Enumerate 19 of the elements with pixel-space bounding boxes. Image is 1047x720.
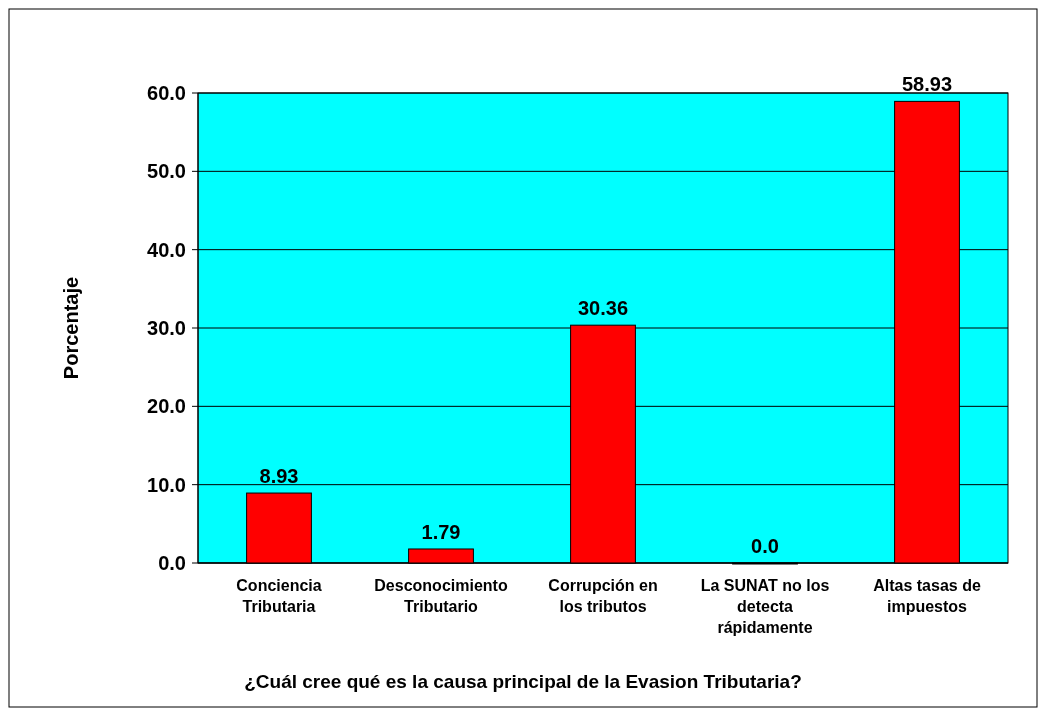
data-label: 8.93 [259,465,299,488]
data-label: 30.36 [577,297,629,320]
y-tick-label: 30.0 [147,317,186,339]
x-tick-label: Altas tasas de impuestos [873,577,981,615]
y-tick-label: 60.0 [147,82,186,104]
y-tick-label: 50.0 [147,160,186,183]
y-axis-title: Porcentaje [60,276,82,380]
x-tick-label: Desconocimiento Tributario [374,577,508,615]
y-tick-label: 20.0 [147,395,186,418]
data-label: 0.0 [751,535,779,557]
x-tick-label: La SUNAT no los detecta rápidamente [700,577,830,636]
y-tick-label: 40.0 [147,238,186,261]
data-label: 58.93 [901,73,953,96]
x-tick-label: Conciencia Tributaria [236,577,322,615]
data-label: 1.79 [421,520,461,543]
y-tick-label: 10.0 [147,473,186,496]
y-tick-label: 0.0 [158,552,186,574]
x-axis-title: ¿Cuál cree qué es la causa principal de la Evasion Tributaria? [244,671,802,692]
x-tick-label: Corrupción en los tributos [548,577,658,615]
